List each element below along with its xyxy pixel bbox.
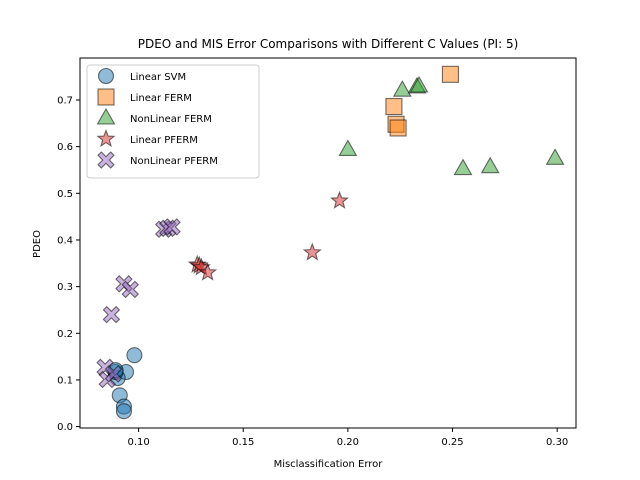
legend-label-linear-svm: Linear SVM: [130, 72, 186, 83]
x-tick-label: 0.15: [232, 437, 254, 448]
y-tick-label: 0.5: [57, 189, 73, 200]
data-point-linear-ferm-2: [389, 119, 407, 137]
y-tick-label: 0.3: [57, 282, 73, 293]
y-tick-label: 0.4: [57, 235, 73, 246]
axes: 0.10 0.15 0.20 0.25 0.30 0.0 0.1 0.2 0.3 0.4 0.5 0.…: [57, 57, 577, 448]
legend-item-linear-svm: Linear SVM: [97, 67, 186, 85]
data-point-nonlinear-pferm-8: [104, 365, 123, 383]
data-point-nonlinear-ferm-3: [338, 139, 358, 156]
legend-item-linear-pferm: Linear PFERM: [96, 128, 198, 148]
series-linear-pferm: [187, 190, 350, 281]
x-axis-label: Misclassification Error: [274, 459, 384, 470]
legend: Linear SVM Linear FERM NonLinear FERM Linea…: [86, 64, 260, 179]
plot-frame: [79, 57, 577, 429]
series-linear-ferm: [385, 65, 459, 137]
data-point-nonlinear-ferm-2: [409, 75, 429, 93]
y-axis-label: PDEO: [32, 230, 43, 258]
legend-marker-linear-svm: [97, 67, 115, 85]
data-point-linear-svm-7: [115, 403, 132, 420]
data-points-layer: [96, 65, 565, 420]
data-point-linear-pferm-0: [329, 190, 350, 209]
legend-label-nonlinear-pferm: NonLinear PFERM: [130, 156, 218, 167]
x-tick-label: 0.20: [337, 437, 359, 448]
y-tick-label: 0.7: [57, 95, 73, 106]
data-point-nonlinear-pferm-2: [163, 218, 181, 236]
y-tick-label: 0.1: [57, 375, 73, 386]
x-tick-label: 0.30: [546, 437, 568, 448]
legend-marker-linear-ferm: [97, 88, 115, 106]
data-point-nonlinear-ferm-4: [453, 158, 473, 176]
y-tick-label: 0.6: [57, 142, 73, 153]
legend-item-nonlinear-ferm: NonLinear FERM: [96, 107, 212, 125]
data-point-nonlinear-ferm-5: [480, 156, 500, 174]
legend-label-linear-pferm: Linear PFERM: [130, 135, 198, 146]
data-point-linear-ferm-3: [441, 65, 459, 83]
legend-label-linear-ferm: Linear FERM: [130, 93, 192, 104]
y-tick-label: 0.0: [57, 422, 73, 433]
legend-item-linear-ferm: Linear FERM: [97, 88, 192, 106]
series-nonlinear-ferm: [338, 75, 565, 176]
legend-box: [86, 64, 260, 179]
legend-label-nonlinear-ferm: NonLinear FERM: [130, 114, 212, 125]
legend-marker-linear-pferm: [96, 128, 116, 148]
series-nonlinear-pferm: [96, 218, 181, 389]
data-point-linear-pferm-5: [198, 262, 218, 281]
data-point-linear-ferm-0: [385, 97, 403, 116]
data-point-nonlinear-pferm-4: [121, 280, 140, 299]
legend-marker-nonlinear-ferm: [96, 107, 116, 125]
data-point-linear-pferm-1: [302, 242, 322, 261]
x-tick-label: 0.10: [127, 437, 149, 448]
data-point-nonlinear-ferm-6: [545, 148, 565, 165]
chart-title: PDEO and MIS Error Comparisons with Diff…: [138, 37, 519, 51]
data-point-nonlinear-ferm-0: [392, 80, 412, 97]
data-point-linear-svm-0: [126, 347, 143, 364]
legend-marker-nonlinear-pferm: [97, 151, 115, 169]
y-tick-label: 0.2: [57, 329, 73, 340]
legend-item-nonlinear-pferm: NonLinear PFERM: [97, 151, 218, 169]
x-tick-label: 0.25: [441, 437, 463, 448]
data-point-nonlinear-pferm-5: [102, 305, 121, 324]
